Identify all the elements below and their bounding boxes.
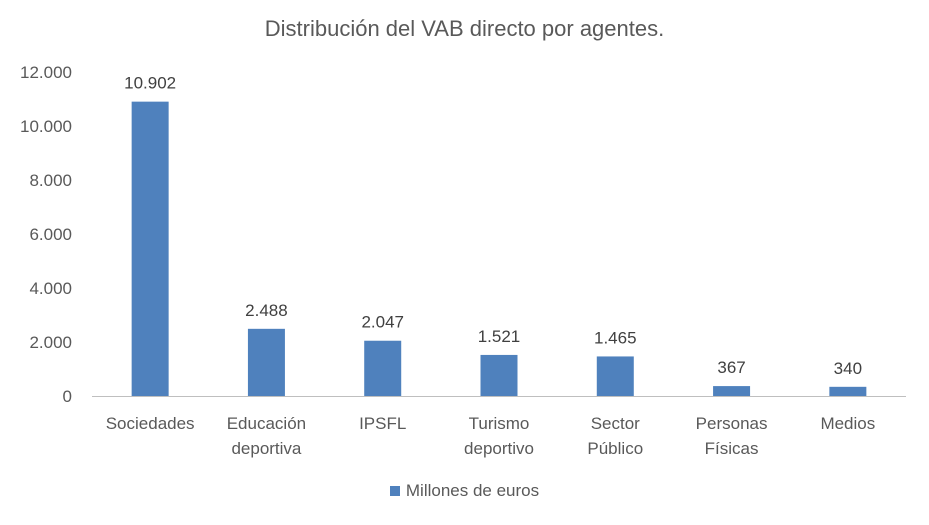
data-label: 367	[717, 358, 745, 377]
data-label: 340	[834, 359, 862, 378]
bar	[131, 101, 169, 397]
x-tick-label: Sociedades	[106, 414, 195, 433]
x-tick-label-line: Sector	[591, 414, 640, 433]
y-tick-label: 0	[63, 387, 72, 406]
bar	[713, 386, 751, 396]
data-label: 1.521	[478, 327, 521, 346]
x-tick-label: Turismo deportivo	[464, 414, 534, 458]
x-tick-label: Sector Público	[587, 414, 643, 458]
legend-swatch	[389, 486, 400, 496]
legend: Millones de euros	[0, 481, 929, 501]
x-tick-label-line: Turismo	[469, 414, 530, 433]
x-tick-label-line: Público	[587, 439, 643, 458]
y-tick-label: 4.000	[29, 279, 72, 298]
data-label: 10.902	[124, 74, 176, 93]
bar	[480, 354, 518, 396]
x-tick-label-line: Físicas	[705, 439, 759, 458]
x-tick-label: Personas Físicas	[696, 414, 768, 458]
x-tick-label-line: Personas	[696, 414, 768, 433]
data-label: 1.465	[594, 328, 637, 347]
data-label: 2.047	[361, 313, 404, 332]
x-tick-label-line: IPSFL	[359, 414, 406, 433]
chart-title: Distribución del VAB directo por agentes…	[264, 16, 665, 41]
data-label: 2.488	[245, 301, 288, 320]
y-tick-label: 6.000	[29, 225, 72, 244]
legend-label: Millones de euros	[405, 481, 540, 500]
y-tick-label: 10.000	[20, 117, 72, 136]
y-tick-label: 2.000	[29, 333, 72, 352]
x-tick-label: IPSFL	[359, 414, 406, 433]
x-tick-label: Educación deportiva	[227, 414, 306, 458]
bar	[247, 328, 285, 396]
x-tick-label-line: Medios	[820, 414, 875, 433]
x-tick-label-line: Educación	[227, 414, 306, 433]
y-tick-label: 12.000	[20, 63, 72, 82]
x-tick-label-line: deportivo	[464, 439, 534, 458]
bar	[596, 356, 634, 396]
bar	[364, 340, 402, 396]
x-tick-label-line: Sociedades	[106, 414, 195, 433]
x-tick-label-line: deportiva	[231, 439, 301, 458]
x-tick-label: Medios	[820, 414, 875, 433]
bar	[829, 386, 867, 396]
y-tick-label: 8.000	[29, 171, 72, 190]
